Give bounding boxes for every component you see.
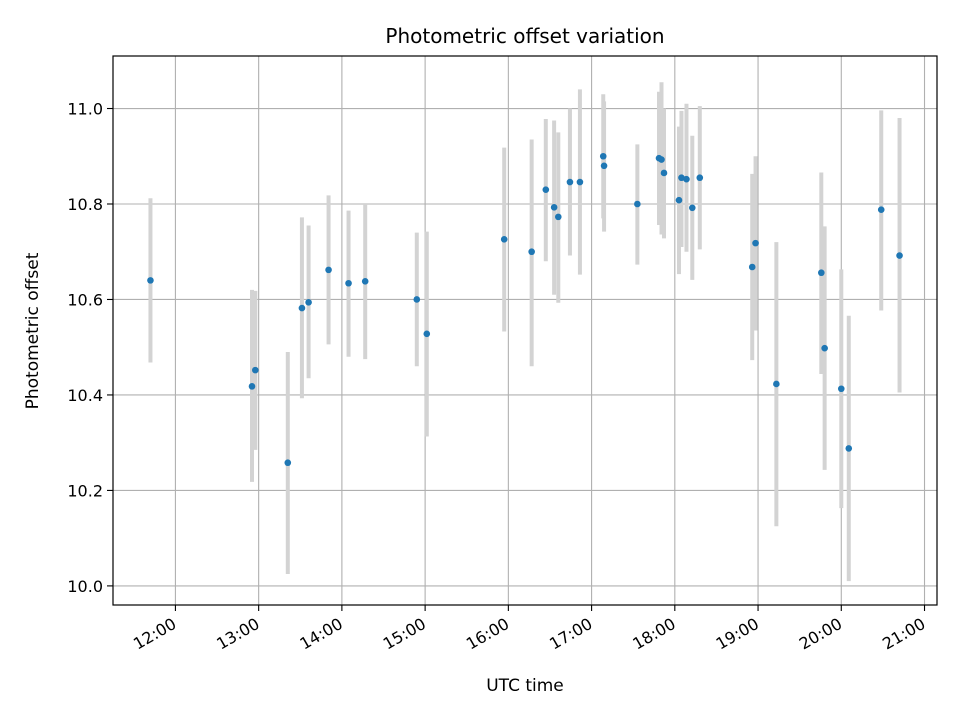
data-point xyxy=(305,299,312,306)
data-point xyxy=(696,174,704,182)
plot-area-frame xyxy=(112,55,938,606)
data-point xyxy=(576,178,584,186)
data-point xyxy=(248,383,256,390)
data-point xyxy=(599,152,607,160)
data-point xyxy=(773,380,780,388)
data-point xyxy=(325,266,332,274)
data-point xyxy=(688,204,696,212)
data-point xyxy=(675,196,683,204)
data-point xyxy=(678,174,685,182)
data-point xyxy=(748,263,756,271)
data-point xyxy=(896,252,903,259)
data-point xyxy=(845,445,853,452)
data-point xyxy=(837,385,845,393)
data-points xyxy=(147,152,903,467)
y-tick-label: 10.4 xyxy=(67,386,103,405)
y-tick-label: 10.2 xyxy=(67,481,103,500)
data-point xyxy=(361,278,369,285)
y-tick-label: 10.8 xyxy=(67,195,103,214)
data-point xyxy=(500,236,508,243)
data-point xyxy=(658,156,665,163)
data-point xyxy=(147,277,154,284)
y-axis-label: Photometric offset xyxy=(23,252,43,409)
y-tick-label: 10.6 xyxy=(67,290,103,309)
data-point xyxy=(877,206,885,214)
x-axis-label: UTC time xyxy=(486,676,564,696)
data-point xyxy=(683,175,690,183)
data-point xyxy=(528,248,535,256)
data-point xyxy=(554,213,562,221)
grid xyxy=(113,56,937,605)
data-point xyxy=(345,279,352,287)
y-tick-label: 11.0 xyxy=(67,100,103,119)
data-point xyxy=(252,366,259,374)
data-point xyxy=(284,459,292,467)
data-point xyxy=(423,330,431,338)
chart-title: Photometric offset variation xyxy=(385,24,664,48)
data-point xyxy=(550,204,558,211)
data-point xyxy=(634,200,641,208)
data-point xyxy=(413,296,421,303)
data-point xyxy=(752,239,759,247)
data-point xyxy=(821,344,828,352)
data-point xyxy=(600,162,608,170)
data-point xyxy=(566,178,574,186)
data-point xyxy=(298,304,306,312)
y-tick-label: 10.0 xyxy=(67,577,103,596)
data-point xyxy=(542,186,550,193)
data-point xyxy=(660,169,668,177)
data-point xyxy=(818,269,825,277)
